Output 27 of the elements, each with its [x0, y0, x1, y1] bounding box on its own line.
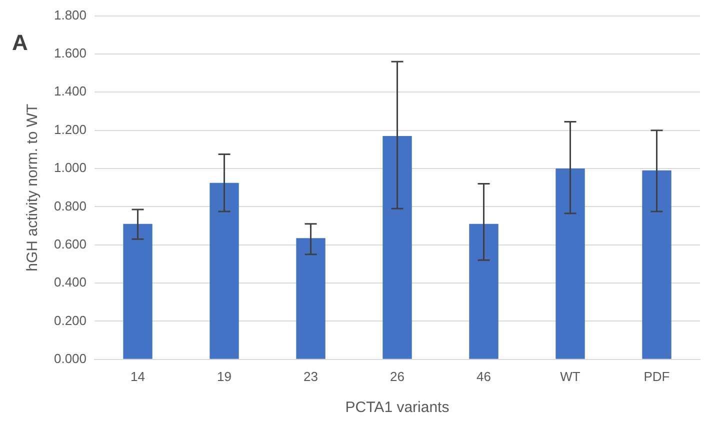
bar [296, 238, 326, 359]
y-axis-title: hGH activity norm. to WT [24, 104, 42, 272]
x-tick-label: 19 [217, 368, 232, 384]
x-axis-title: PCTA1 variants [345, 399, 450, 416]
y-tick-label: 1.200 [54, 122, 87, 137]
x-tick-label: 26 [390, 368, 404, 384]
bar [469, 224, 498, 359]
y-tick-label: 0.600 [54, 236, 87, 252]
bar [123, 224, 152, 359]
x-tick-label: WT [560, 368, 580, 384]
x-tick-label: 14 [130, 368, 146, 384]
y-tick-label: 1.600 [54, 46, 87, 61]
x-tick-label: 46 [476, 368, 491, 384]
y-tick-label: 1.000 [54, 160, 87, 176]
x-tick-label: PDF [644, 368, 670, 384]
bar [556, 168, 585, 359]
y-tick-label: 0.800 [54, 198, 87, 214]
y-tick-label: 0.000 [54, 350, 87, 366]
bar [210, 182, 239, 359]
y-tick-label: 1.400 [54, 84, 87, 99]
bar [382, 136, 412, 359]
y-tick-label: 0.200 [54, 312, 87, 328]
y-tick-label: 0.400 [54, 274, 87, 290]
y-tick-label: 1.800 [54, 7, 87, 22]
bar [642, 170, 672, 359]
x-tick-label: 23 [304, 368, 318, 384]
text: A [12, 30, 28, 56]
